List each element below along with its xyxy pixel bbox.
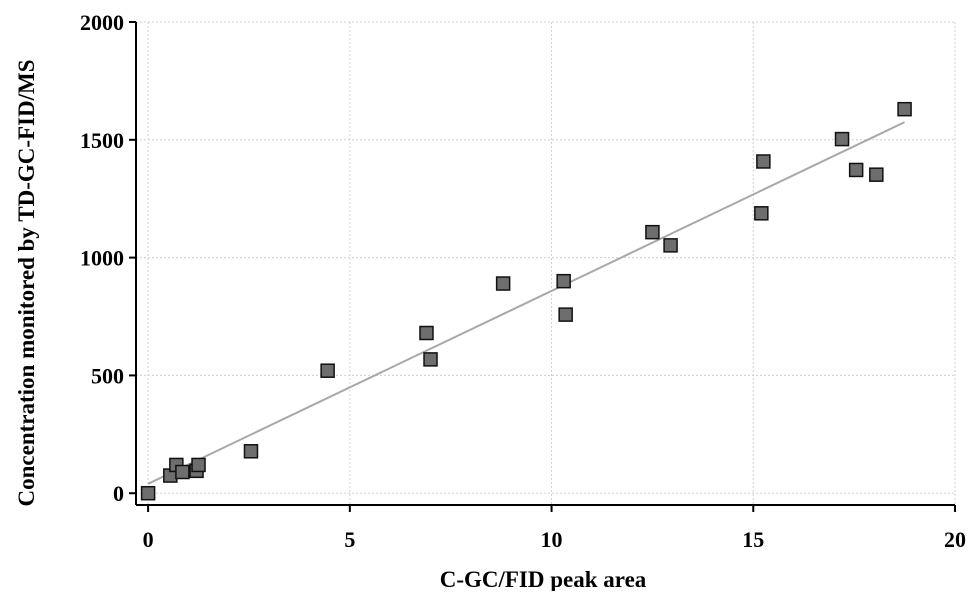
x-tick-label: 0: [143, 527, 154, 552]
data-point: [243, 444, 259, 459]
y-tick-label: 1000: [80, 246, 124, 271]
data-point: [419, 325, 434, 341]
data-point: [645, 224, 660, 240]
data-point: [556, 273, 571, 289]
data-points: [140, 101, 912, 501]
grid: [136, 21, 956, 505]
x-tick-label: 10: [541, 527, 563, 552]
y-axis-title: Concentration monitored by TD-GC-FID/MS: [14, 59, 39, 506]
y-tick-label: 0: [113, 481, 124, 506]
axes: [129, 21, 956, 512]
fit-line-group: [147, 121, 906, 485]
x-tick-label: 20: [944, 527, 966, 552]
data-point: [834, 131, 850, 147]
y-tick-label: 500: [91, 363, 124, 388]
data-point: [663, 238, 678, 253]
data-point: [423, 352, 438, 367]
data-point: [848, 162, 864, 178]
data-point: [754, 206, 769, 221]
data-point: [320, 363, 335, 378]
x-tick-label: 15: [742, 527, 764, 552]
data-point: [558, 307, 573, 322]
data-point: [869, 167, 884, 182]
data-point: [140, 485, 156, 501]
y-tick-label: 1500: [80, 128, 124, 153]
data-point: [191, 457, 206, 473]
data-point: [175, 464, 190, 480]
fit-line: [147, 121, 906, 485]
tick-labels: 0 5 10 15 20 0 500 1000 1500 2000: [80, 10, 966, 552]
x-axis-title: C-GC/FID peak area: [440, 567, 647, 591]
data-point: [495, 276, 511, 291]
data-point: [756, 154, 771, 169]
y-tick-label: 2000: [80, 10, 124, 35]
x-tick-label: 5: [344, 527, 355, 552]
data-point: [897, 101, 912, 117]
